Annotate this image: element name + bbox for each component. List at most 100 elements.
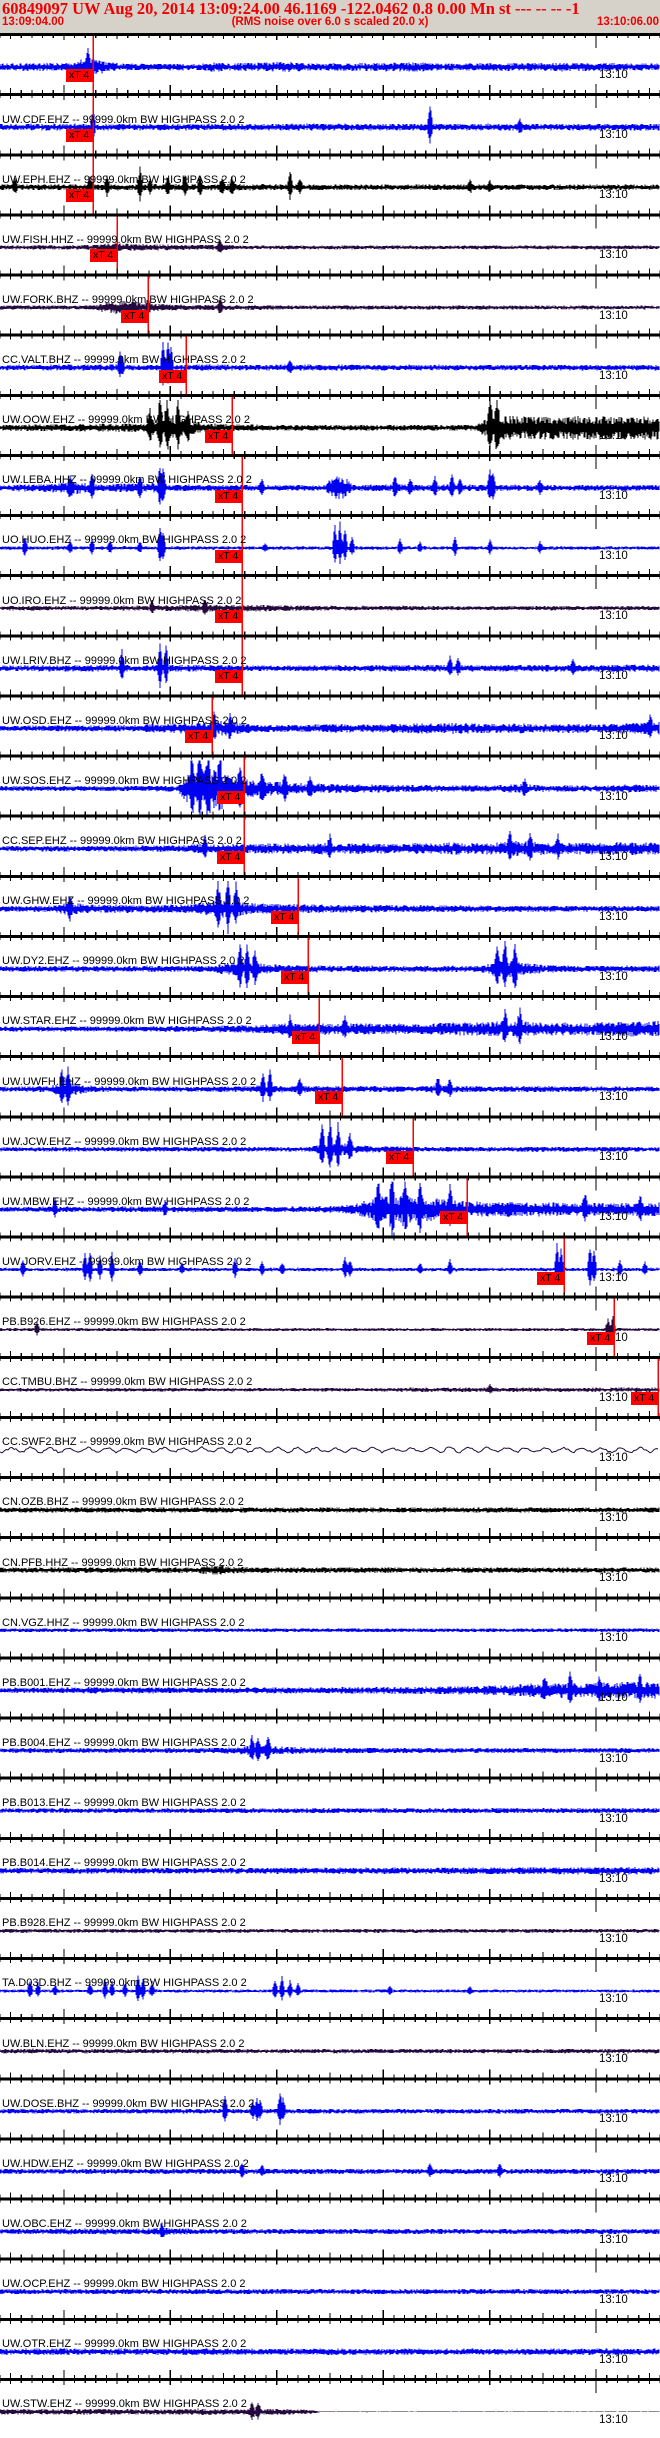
trace-label: UW.DOSE.BHZ -- 99999.0km BW HIGHPASS 2.0… [2, 2097, 255, 2110]
minute-time-label: 13:10 [599, 309, 628, 322]
pick-flag[interactable]: xT 4 [66, 189, 94, 203]
waveform [0, 2402, 660, 2420]
time-ticks [0, 625, 660, 650]
trace-label: UW.FISH.HHZ -- 99999.0km BW HIGHPASS 2.0… [2, 233, 249, 246]
trace-label: UW.DY2.EHZ -- 99999.0km BW HIGHPASS 2.0 … [2, 955, 245, 968]
pick-flag[interactable]: xT 4 [215, 610, 243, 624]
pick-flag[interactable]: xT 4 [292, 1031, 320, 1044]
minute-time-label: 13:10 [599, 1692, 628, 1705]
pick-flag[interactable]: xT 4 [440, 1211, 468, 1225]
pick-flag[interactable]: xT 4 [66, 129, 94, 143]
minute-time-label: 13:10 [599, 850, 628, 863]
minute-time-label: 13:10 [599, 1271, 628, 1284]
waveform [0, 2222, 660, 2237]
minute-time-label: 13:10 [599, 2233, 628, 2246]
minute-time-label: 13:10 [599, 2413, 628, 2426]
trace-canvas[interactable] [0, 33, 660, 2438]
waveform [0, 2163, 660, 2178]
pick-flag[interactable]: xT 4 [121, 309, 149, 323]
pick-flag[interactable]: xT 4 [215, 489, 243, 503]
trace-label: UW.JORV.EHZ -- 99999.0km BW HIGHPASS 2.0… [2, 1255, 252, 1268]
time-ticks [0, 1346, 660, 1371]
minute-time-label: 13:10 [599, 1752, 628, 1765]
trace-label: UO.HUO.EHZ -- 99999.0km BW HIGHPASS 2.0 … [2, 534, 247, 547]
minute-time-label: 13:10 [599, 1932, 628, 1945]
pick-flag[interactable]: xT 4 [587, 1331, 615, 1345]
waveform [0, 940, 660, 988]
waveform [0, 521, 660, 565]
time-ticks [0, 2308, 660, 2333]
waveform [0, 599, 660, 615]
waveform [0, 1316, 660, 1338]
time-ticks [0, 384, 660, 409]
pick-flag[interactable]: xT 4 [281, 970, 309, 984]
minute-time-label: 13:10 [599, 790, 628, 803]
window-start-time: 13:09:04.00 [2, 16, 65, 28]
waveform [0, 1007, 660, 1045]
time-ticks [0, 2248, 660, 2273]
pick-flag[interactable]: xT 4 [537, 1271, 565, 1285]
trace-label: UW.HDW.EHZ -- 99999.0km BW HIGHPASS 2.0 … [2, 2157, 249, 2170]
trace-label: UW.OTR.EHZ -- 99999.0km BW HIGHPASS 2.0 … [2, 2338, 247, 2351]
pick-flag[interactable]: xT 4 [386, 1151, 414, 1165]
trace-label: CN.VGZ.HHZ -- 99999.0km BW HIGHPASS 2.0 … [2, 1616, 245, 1629]
waveform [0, 1628, 660, 1633]
waveform [0, 711, 660, 739]
trace-label: PB.B014.EHZ -- 99999.0km BW HIGHPASS 2.0… [2, 1857, 246, 1870]
pick-flag[interactable]: xT 4 [217, 790, 245, 804]
minute-time-label: 13:10 [599, 249, 628, 262]
pick-flag[interactable]: xT 4 [215, 550, 243, 563]
pick-flag[interactable]: xT 4 [205, 429, 233, 443]
minute-time-label: 13:10 [599, 1872, 628, 1885]
pick-flag[interactable]: xT 4 [631, 1391, 659, 1405]
pick-flag[interactable]: xT 4 [315, 1091, 343, 1105]
trace-label: UW.LEBA.HHZ -- 99999.0km BW HIGHPASS 2.0… [2, 474, 252, 487]
time-ticks [0, 1587, 660, 1612]
waveform [0, 106, 660, 144]
minute-time-label: 13:10 [599, 1151, 628, 1164]
waveform [0, 1181, 660, 1237]
time-ticks [0, 2068, 660, 2093]
minute-time-label: 13:10 [599, 1211, 628, 1224]
minute-time-label: 13:10 [599, 69, 628, 81]
time-ticks [0, 1767, 660, 1792]
pick-flag[interactable]: xT 4 [271, 910, 299, 924]
trace-label: UW.LRIV.BHZ -- 99999.0km BW HIGHPASS 2.0… [2, 654, 247, 667]
trace-label: UW.OCP.EHZ -- 99999.0km BW HIGHPASS 2.0 … [2, 2278, 246, 2290]
trace-label: PB.B926.EHZ -- 99999.0km BW HIGHPASS 2.0… [2, 1316, 246, 1328]
minute-time-label: 13:10 [599, 369, 628, 382]
time-ticks [0, 925, 660, 950]
pick-flag[interactable]: xT 4 [90, 249, 118, 263]
pick-flag[interactable]: xT 4 [159, 369, 187, 383]
minute-time-label: 13:10 [599, 550, 628, 562]
time-ticks [0, 1286, 660, 1311]
trace-area[interactable]: xT 4 13:10 UW.CDF.EHZ -- 99999.0km BW HIGH… [0, 33, 660, 2438]
minute-time-label: 13:10 [599, 1031, 628, 1043]
time-ticks [0, 565, 660, 590]
minute-time-label: 13:10 [599, 1632, 628, 1645]
minute-time-label: 13:10 [599, 2293, 628, 2306]
trace-label: PB.B013.EHZ -- 99999.0km BW HIGHPASS 2.0… [2, 1797, 246, 1809]
trace-label: UO.IRO.EHZ -- 99999.0km BW HIGHPASS 2.0 … [2, 594, 242, 607]
pick-flag[interactable]: xT 4 [185, 730, 213, 744]
pick-flag[interactable]: xT 4 [217, 850, 245, 864]
time-ticks [0, 1887, 660, 1912]
time-ticks [0, 805, 660, 830]
waveform [0, 830, 660, 861]
pick-flag[interactable]: xT 4 [66, 69, 94, 82]
waveform [0, 1734, 660, 1761]
waveform [0, 1671, 660, 1704]
time-ticks [0, 1046, 660, 1071]
trace-label: UW.EPH.EHZ -- 99999.0km BW HIGHPASS 2.0 … [2, 173, 246, 186]
minute-time-label: 13:10 [599, 429, 628, 442]
time-ticks [0, 745, 660, 770]
trace-label: UW.OOW.EHZ -- 99999.0km BW HIGHPASS 2.0 … [2, 414, 250, 427]
trace-label: UW.UWFH.EHZ -- 99999.0km BW HIGHPASS 2.0… [2, 1075, 257, 1088]
minute-time-label: 13:10 [599, 1091, 628, 1104]
minute-time-label: 13:10 [599, 1512, 628, 1524]
trace-label: UW.STAR.EHZ -- 99999.0km BW HIGHPASS 2.0… [2, 1015, 252, 1028]
trace-label: UW.STW.EHZ -- 99999.0km BW HIGHPASS 2.0 … [2, 2398, 247, 2411]
pick-flag[interactable]: xT 4 [215, 670, 243, 684]
waveform [0, 643, 660, 689]
minute-time-label: 13:10 [599, 129, 628, 142]
